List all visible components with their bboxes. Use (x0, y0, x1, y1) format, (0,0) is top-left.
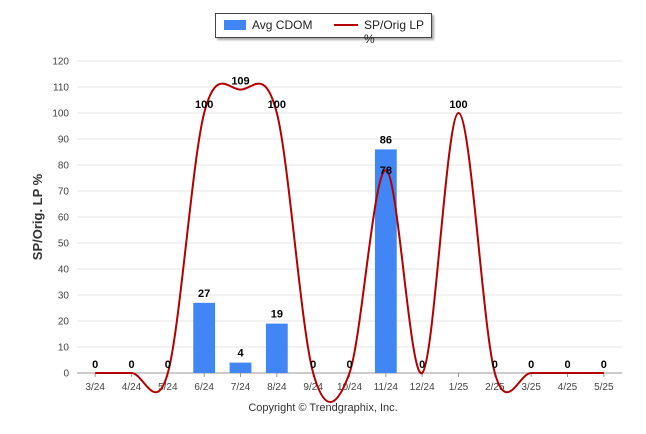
y-tick-label: 120 (52, 57, 69, 68)
chart-legend: Avg CDOM SP/Orig LP % (215, 13, 432, 46)
bar-data-label: 19 (271, 309, 283, 321)
bar (229, 362, 252, 373)
line-data-label: 100 (449, 99, 467, 111)
x-tick-label: 3/24 (85, 382, 105, 393)
x-tick-label: 10/24 (337, 382, 362, 393)
y-tick-label: 10 (58, 343, 70, 354)
y-tick-label: 60 (58, 213, 70, 224)
legend-line-label: SP/Orig LP % (364, 18, 424, 46)
line-series (95, 82, 604, 403)
y-tick-label: 50 (58, 239, 70, 250)
bar (374, 149, 397, 373)
bar (193, 302, 216, 373)
line-data-label: 0 (528, 359, 534, 371)
y-tick-label: 70 (58, 187, 70, 198)
legend-line-swatch (334, 24, 358, 26)
y-tick-label: 0 (63, 369, 69, 380)
line-data-label: 100 (195, 99, 213, 111)
line-data-label: 0 (128, 359, 134, 371)
line-data-label: 0 (310, 359, 316, 371)
y-tick-label: 100 (52, 109, 69, 120)
x-tick-label: 7/24 (231, 382, 251, 393)
line-data-label: 78 (380, 165, 392, 177)
y-tick-label: 20 (58, 317, 70, 328)
copyright-text: Copyright © Trendgraphix, Inc. (248, 402, 398, 414)
x-tick-label: 2/25 (485, 382, 505, 393)
y-tick-label: 30 (58, 291, 70, 302)
x-tick-label: 4/25 (558, 382, 578, 393)
x-tick-label: 8/24 (267, 382, 287, 393)
bar-data-label: 86 (380, 134, 392, 146)
line-data-label: 0 (492, 359, 498, 371)
x-tick-label: 9/24 (303, 382, 323, 393)
line-data-label: 0 (419, 359, 425, 371)
y-tick-label: 80 (58, 161, 70, 172)
y-tick-label: 40 (58, 265, 70, 276)
line-data-label: 0 (564, 359, 570, 371)
x-tick-label: 4/24 (122, 382, 142, 393)
line-data-label: 0 (92, 359, 98, 371)
x-tick-label: 5/25 (594, 382, 614, 393)
x-tick-label: 1/25 (449, 382, 469, 393)
y-tick-label: 110 (53, 83, 69, 94)
bar-data-label: 4 (237, 348, 244, 360)
legend-bar-swatch (224, 20, 246, 30)
line-data-label: 109 (231, 76, 249, 88)
x-tick-label: 11/24 (374, 382, 399, 393)
line-data-label: 0 (601, 359, 607, 371)
x-tick-label: 3/25 (521, 382, 541, 393)
line-data-label: 100 (268, 99, 286, 111)
legend-bar-label: Avg CDOM (252, 18, 313, 32)
y-axis-title: SP/Orig. LP % (30, 173, 45, 260)
x-tick-label: 5/24 (158, 382, 178, 393)
bar-data-label: 27 (198, 288, 210, 300)
x-tick-label: 12/24 (410, 382, 435, 393)
x-tick-label: 6/24 (194, 382, 214, 393)
line-data-label: 0 (165, 359, 171, 371)
y-tick-label: 90 (58, 135, 70, 146)
line-data-label: 0 (346, 359, 352, 371)
bar (265, 323, 288, 373)
